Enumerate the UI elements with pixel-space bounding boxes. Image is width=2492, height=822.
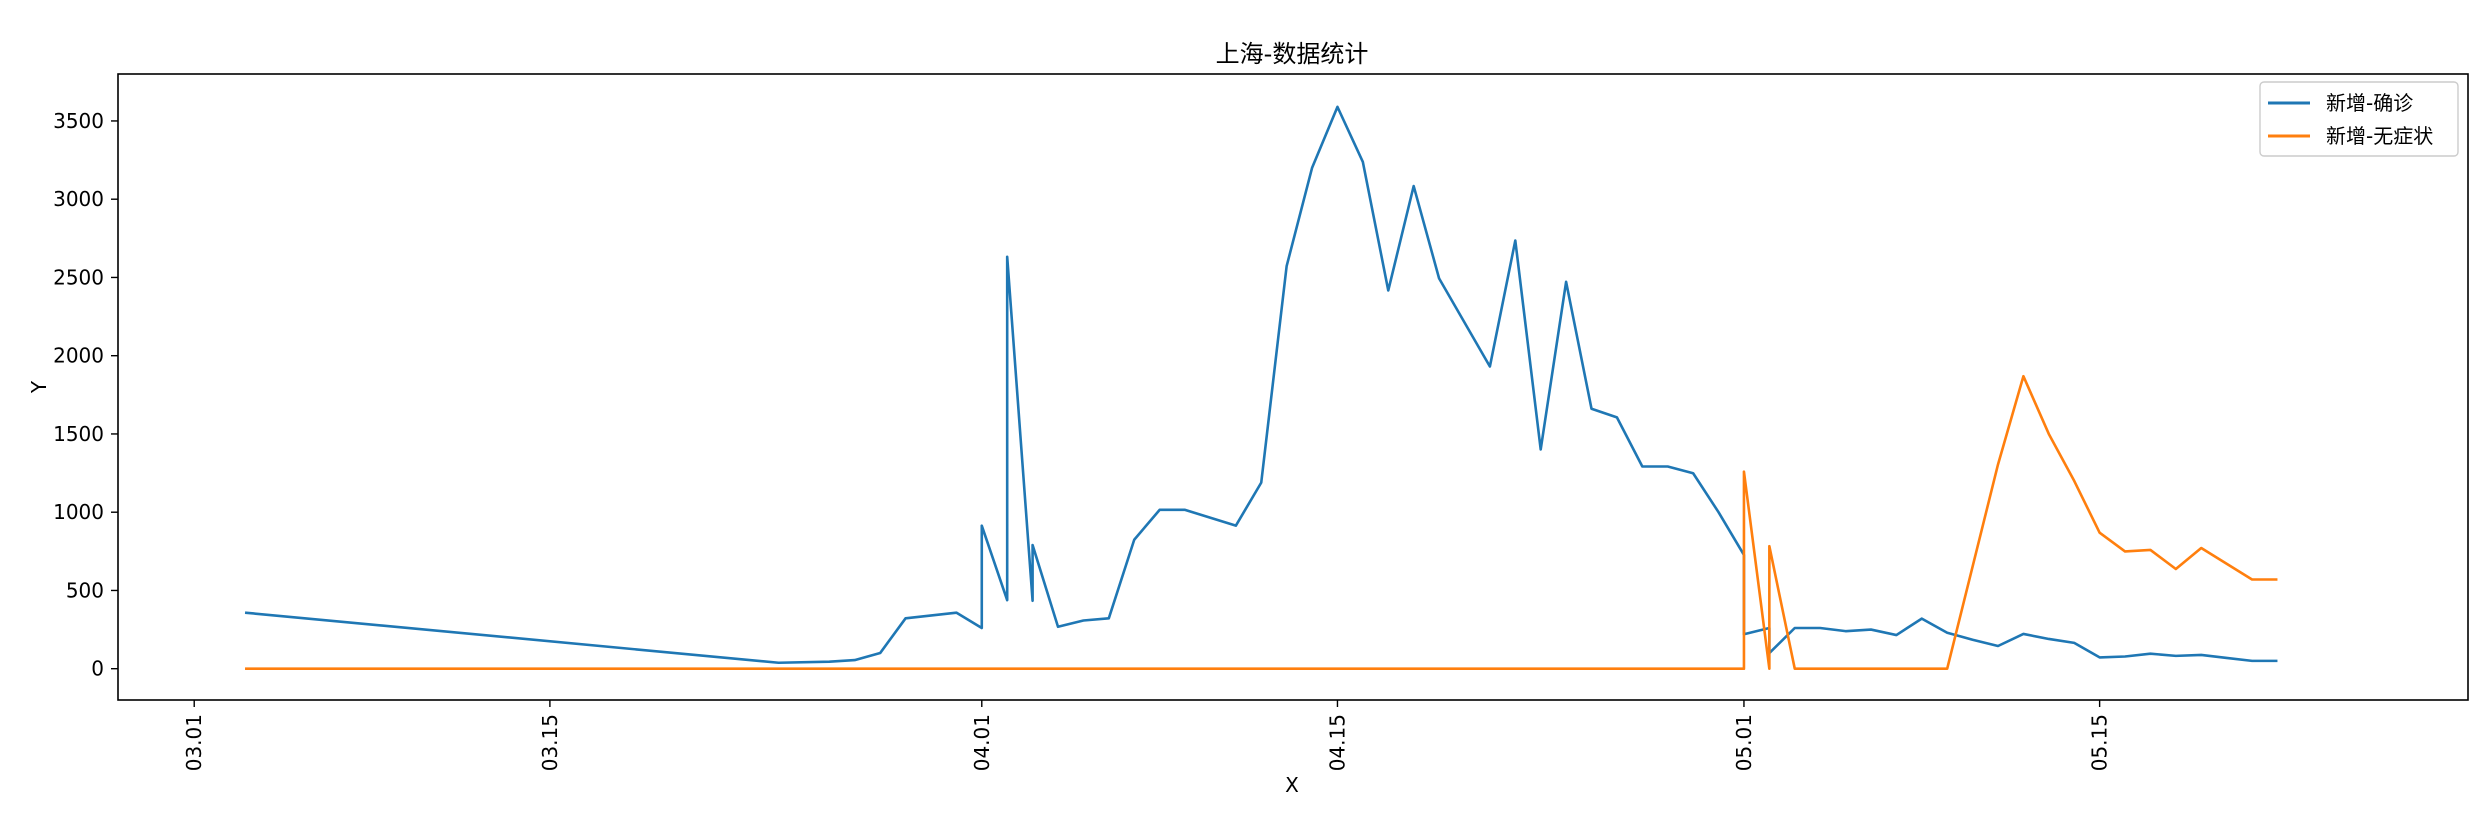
x-axis-label: X [1285, 773, 1299, 797]
y-tick-label: 2000 [53, 344, 104, 368]
y-tick-label: 1500 [53, 422, 104, 446]
chart-title: 上海-数据统计 [1216, 40, 1369, 68]
y-tick-label: 3000 [53, 187, 104, 211]
legend-label-confirmed: 新增-确诊 [2326, 91, 2413, 115]
x-tick-label: 03.15 [538, 714, 562, 771]
plot-area [117, 73, 2469, 701]
x-tick-label: 05.15 [2088, 714, 2112, 771]
y-tick-label: 0 [91, 657, 104, 681]
y-tick-label: 1000 [53, 500, 104, 524]
series-layer [244, 105, 2278, 671]
x-axis: 03.01 03.15 04.01 04.15 05.01 05.15 [182, 700, 2112, 771]
x-tick-label: 03.01 [182, 714, 206, 771]
series-line-asymptomatic [245, 374, 2278, 671]
y-tick-label: 500 [66, 578, 104, 602]
y-axis: 0 500 1000 1500 2000 2500 3000 3500 [53, 109, 118, 681]
x-tick-label: 04.01 [970, 714, 994, 771]
x-tick-label: 04.15 [1325, 714, 1349, 771]
y-tick-label: 2500 [53, 265, 104, 289]
y-tick-label: 3500 [53, 109, 104, 133]
legend-label-asymptomatic: 新增-无症状 [2326, 124, 2433, 148]
y-axis-label: Y [27, 380, 51, 394]
legend: 新增-确诊 新增-无症状 [2259, 81, 2459, 157]
x-tick-label: 05.01 [1732, 714, 1756, 771]
series-line-confirmed [244, 105, 2278, 665]
